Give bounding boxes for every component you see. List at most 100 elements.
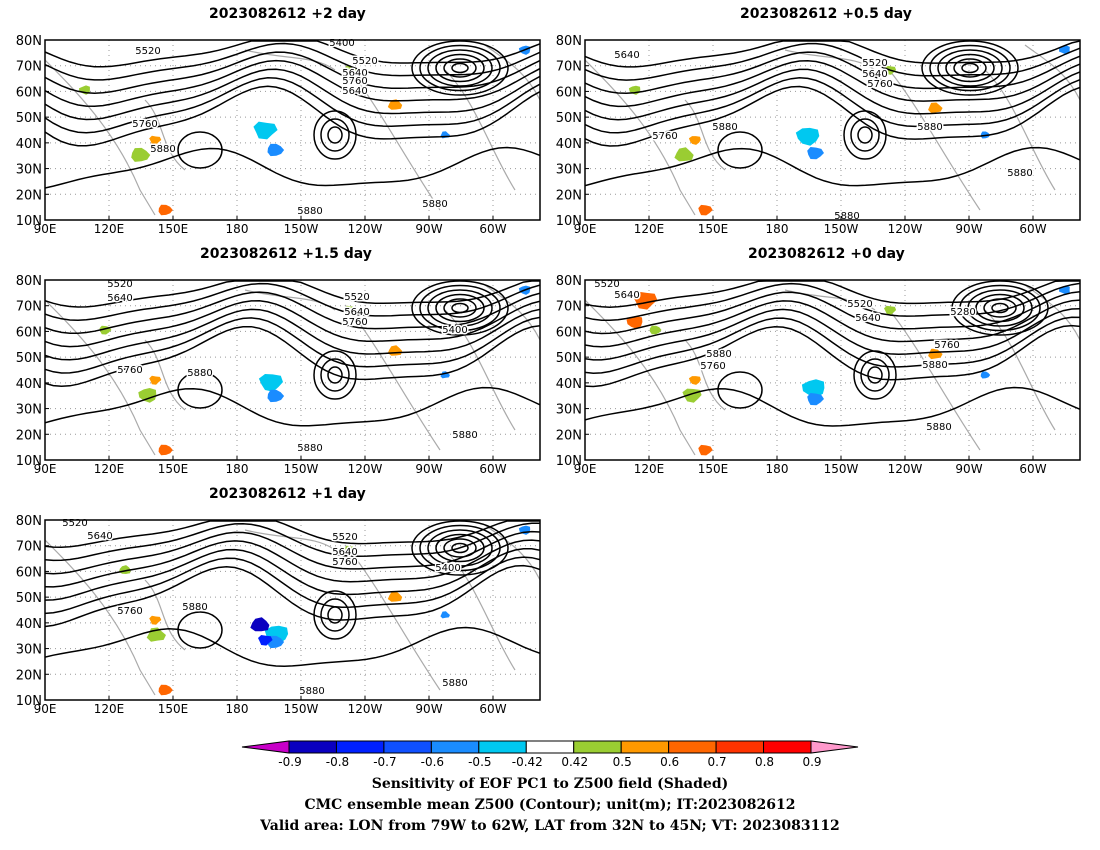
contour-label: 5760 [934,340,959,351]
contour-label: 5400 [442,325,467,336]
lon-tick-label: 120E [94,702,125,716]
contour-label: 5760 [342,76,367,87]
lat-tick-label: 10N [16,214,42,229]
lon-tick-label: 120E [634,462,665,476]
lat-tick-label: 60N [556,85,582,100]
z500-high-contour [177,371,223,409]
z500-contour [45,51,540,94]
sensitivity-shade [149,615,162,625]
contour-label: 5520 [862,58,887,69]
z500-contour [45,308,540,361]
z500-contour-5880 [45,386,540,427]
lat-tick-label: 40N [16,137,42,152]
lat-tick-label: 60N [556,325,582,340]
z500-high-contour [327,366,343,384]
lon-tick-label: 120W [348,462,383,476]
z500-contour [45,77,540,134]
panel-title-plus0: 2023082612 +0 day [748,246,905,262]
z500-high-contour [320,358,350,392]
caption-line-1: Sensitivity of EOF PC1 to Z500 field (Sh… [371,776,729,792]
z500-low-contour [967,289,1033,327]
lat-tick-label: 70N [16,300,42,315]
z500-contour [45,556,540,615]
coastline [45,299,156,456]
contour-label: 5640 [614,290,639,301]
contour-label: 5640 [342,86,367,97]
lat-tick-label: 20N [16,668,42,683]
contour-label: 5880 [187,368,212,379]
panel-title-plus05: 2023082612 +0.5 day [740,6,912,22]
lon-tick-label: 150W [284,702,319,716]
sensitivity-shade [980,371,991,379]
z500-low-contour [983,298,1017,318]
lat-tick-label: 20N [556,188,582,203]
contour-label: 5880 [442,678,467,689]
z500-contour-5880 [585,386,1080,427]
lat-tick-label: 50N [556,351,582,366]
sensitivity-shade [688,376,701,385]
z500-contour [45,68,540,121]
z500-contour [585,282,1080,322]
contour-label: 5880 [706,349,731,360]
colorbar-segment [335,740,385,754]
z500-contour [45,42,540,81]
z500-contour [585,324,1080,388]
sensitivity-shade [267,143,285,157]
colorbar-max-arrow [810,740,859,754]
z500-contour [585,42,1080,81]
z500-low-contour [427,49,493,87]
lat-tick-label: 20N [16,188,42,203]
contour-label: 5280 [950,307,975,318]
contour-label: 5880 [182,602,207,613]
contour-label: 5520 [352,56,377,67]
colorbar-tick-label: -0.7 [373,755,397,769]
lat-tick-label: 60N [16,565,42,580]
lon-tick-label: 90W [415,462,442,476]
lon-tick-label: 150W [284,462,319,476]
z500-low-contour [419,44,501,92]
lon-tick-label: 120E [94,462,125,476]
z500-low-contour [937,49,1003,87]
z500-low-contour [435,533,485,563]
lon-tick-label: 120W [888,222,923,236]
colorbar-segment [668,740,717,754]
lat-tick-label: 20N [16,428,42,443]
z500-high-contour [327,126,343,144]
z500-low-contour [427,289,493,327]
z500-contour [45,280,540,308]
coastline [585,59,696,216]
lat-tick-label: 30N [16,643,42,658]
z500-low-contour [975,293,1025,323]
sensitivity-shade [253,121,278,140]
lon-tick-label: 150W [824,462,859,476]
coastline [484,44,540,101]
z500-high-contour [320,118,350,152]
colorbar-segment [478,740,527,754]
lon-tick-label: 60W [479,702,506,716]
z500-contour [45,324,540,388]
lon-tick-label: 150E [698,462,729,476]
z500-high-contour [177,131,223,169]
z500-low-contour [961,62,979,74]
lon-tick-label: 150W [284,222,319,236]
z500-low-contour [991,302,1009,314]
contour-label: 5880 [150,144,175,155]
z500-high-contour [843,110,887,160]
z500-contour [45,85,540,147]
lat-tick-label: 80N [16,274,42,289]
z500-high-contour [853,350,897,400]
lat-tick-label: 70N [16,60,42,75]
map-frame [584,39,1081,221]
z500-contour-5880 [45,626,540,667]
sensitivity-shade [258,374,283,392]
sensitivity-shade [344,545,357,555]
coastline [244,49,336,71]
coastline [344,64,441,211]
lat-tick-label: 30N [556,163,582,178]
z500-high-contour [177,611,223,649]
lat-tick-label: 30N [556,403,582,418]
coastline [1024,44,1080,101]
lon-tick-label: 180 [766,462,789,476]
